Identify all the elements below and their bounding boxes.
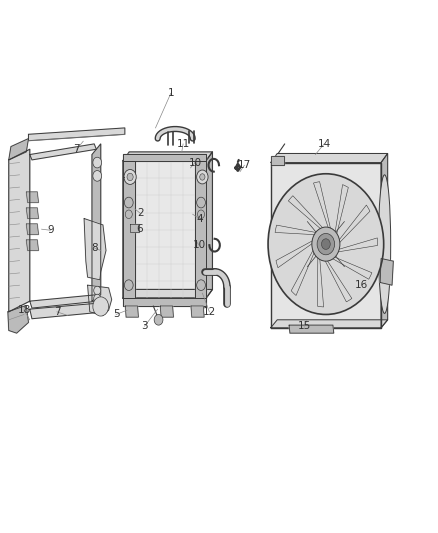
Text: 5: 5 bbox=[113, 310, 120, 319]
Polygon shape bbox=[125, 306, 138, 317]
Circle shape bbox=[269, 175, 383, 313]
Text: 12: 12 bbox=[203, 307, 216, 317]
Polygon shape bbox=[123, 161, 135, 298]
Polygon shape bbox=[123, 289, 212, 298]
Circle shape bbox=[124, 197, 133, 208]
Polygon shape bbox=[271, 154, 388, 163]
Polygon shape bbox=[160, 306, 173, 317]
Polygon shape bbox=[28, 128, 125, 141]
Circle shape bbox=[94, 294, 101, 303]
Polygon shape bbox=[26, 240, 39, 251]
Polygon shape bbox=[276, 240, 314, 268]
Circle shape bbox=[127, 173, 133, 181]
Polygon shape bbox=[123, 161, 206, 298]
Circle shape bbox=[312, 227, 340, 261]
Text: 17: 17 bbox=[238, 160, 251, 170]
Circle shape bbox=[321, 239, 330, 249]
Circle shape bbox=[198, 210, 205, 219]
Text: 3: 3 bbox=[141, 321, 148, 331]
Polygon shape bbox=[9, 149, 30, 312]
Text: 7: 7 bbox=[53, 307, 60, 317]
Circle shape bbox=[268, 174, 384, 314]
Text: 4: 4 bbox=[196, 214, 203, 223]
Polygon shape bbox=[271, 156, 284, 165]
Polygon shape bbox=[275, 225, 318, 235]
Circle shape bbox=[93, 297, 109, 316]
Polygon shape bbox=[26, 192, 39, 203]
Text: 11: 11 bbox=[177, 139, 190, 149]
Circle shape bbox=[125, 210, 132, 219]
Ellipse shape bbox=[378, 175, 391, 313]
Polygon shape bbox=[314, 182, 331, 231]
Polygon shape bbox=[291, 248, 315, 295]
Polygon shape bbox=[381, 154, 388, 328]
Polygon shape bbox=[123, 152, 212, 161]
Circle shape bbox=[197, 170, 208, 184]
Polygon shape bbox=[195, 161, 206, 298]
Text: 10: 10 bbox=[188, 158, 201, 167]
Text: 8: 8 bbox=[91, 243, 98, 253]
Polygon shape bbox=[206, 152, 212, 298]
Polygon shape bbox=[336, 238, 378, 252]
Polygon shape bbox=[331, 256, 372, 279]
Polygon shape bbox=[8, 305, 28, 333]
Polygon shape bbox=[335, 184, 348, 236]
Polygon shape bbox=[88, 285, 112, 316]
Text: 9: 9 bbox=[47, 225, 54, 235]
Polygon shape bbox=[338, 205, 370, 244]
Polygon shape bbox=[324, 259, 352, 302]
Circle shape bbox=[124, 169, 136, 184]
Polygon shape bbox=[288, 196, 324, 230]
Circle shape bbox=[93, 157, 102, 168]
Polygon shape bbox=[92, 144, 101, 301]
Text: 2: 2 bbox=[137, 208, 144, 218]
Circle shape bbox=[200, 174, 205, 180]
Polygon shape bbox=[30, 144, 96, 160]
Text: 16: 16 bbox=[355, 280, 368, 290]
Circle shape bbox=[317, 233, 335, 255]
Polygon shape bbox=[271, 163, 381, 328]
Polygon shape bbox=[380, 259, 393, 285]
Polygon shape bbox=[289, 325, 334, 333]
Polygon shape bbox=[318, 255, 324, 307]
Polygon shape bbox=[26, 208, 39, 219]
Text: 10: 10 bbox=[193, 240, 206, 250]
Text: 7: 7 bbox=[73, 144, 80, 154]
Polygon shape bbox=[26, 224, 39, 235]
Circle shape bbox=[94, 286, 101, 295]
Polygon shape bbox=[123, 298, 206, 306]
Circle shape bbox=[154, 314, 163, 325]
Circle shape bbox=[197, 197, 205, 208]
Polygon shape bbox=[9, 139, 28, 160]
Text: 15: 15 bbox=[298, 321, 311, 331]
Polygon shape bbox=[271, 320, 388, 328]
Text: 6: 6 bbox=[136, 224, 143, 234]
Polygon shape bbox=[30, 295, 98, 308]
Polygon shape bbox=[130, 224, 139, 232]
Text: 14: 14 bbox=[318, 139, 331, 149]
Polygon shape bbox=[84, 219, 106, 280]
Circle shape bbox=[124, 280, 133, 290]
Circle shape bbox=[197, 280, 205, 290]
Polygon shape bbox=[123, 154, 206, 161]
Polygon shape bbox=[30, 303, 105, 319]
Polygon shape bbox=[191, 306, 204, 317]
Text: 18: 18 bbox=[18, 305, 31, 315]
Text: 1: 1 bbox=[167, 88, 174, 98]
Circle shape bbox=[274, 181, 378, 307]
Circle shape bbox=[93, 171, 102, 181]
